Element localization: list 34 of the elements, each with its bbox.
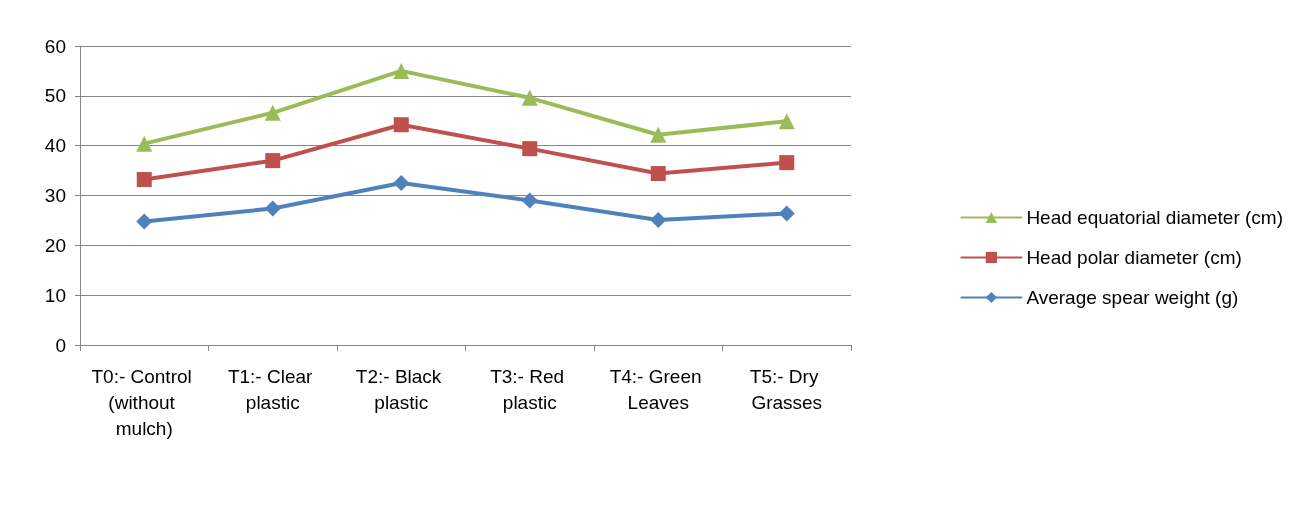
- point: [779, 155, 795, 171]
- point: [393, 175, 410, 192]
- y-tick-label: 40: [44, 135, 66, 157]
- x-tick-label: T0:- Control (without mulch): [91, 365, 198, 439]
- point: [521, 89, 538, 106]
- x-tick-label: T5:- Dry Grasses: [749, 365, 824, 413]
- point: [136, 135, 153, 152]
- point: [522, 141, 538, 157]
- point: [265, 153, 281, 169]
- point: [521, 192, 538, 209]
- legend-label: Head equatorial diameter (cm): [1026, 207, 1284, 228]
- point: [393, 62, 410, 79]
- point: [393, 117, 409, 133]
- legend-label: Average spear weight (g): [1026, 287, 1239, 308]
- point: [650, 126, 667, 143]
- point: [778, 205, 795, 222]
- point: [264, 200, 281, 217]
- point: [136, 213, 153, 230]
- y-tick-label: 30: [44, 185, 66, 206]
- point: [650, 211, 667, 228]
- legend-label: Head polar diameter (cm): [1026, 247, 1242, 268]
- y-tick-label: 50: [44, 85, 66, 107]
- point: [778, 113, 795, 130]
- y-tick-label: 0: [55, 334, 66, 356]
- y-tick-label: 20: [44, 234, 66, 256]
- x-tick-label: T1:- Clear plastic: [227, 365, 318, 413]
- y-tick-label: 10: [44, 284, 66, 306]
- x-tick-label: T3:- Red plastic: [490, 365, 570, 413]
- point: [650, 166, 666, 182]
- x-tick-label: T4:- Green Leaves: [609, 365, 707, 413]
- x-tick-label: T2:- Black plastic: [355, 365, 447, 413]
- point: [264, 104, 281, 121]
- point: [136, 172, 152, 188]
- y-tick-label: 60: [44, 35, 66, 57]
